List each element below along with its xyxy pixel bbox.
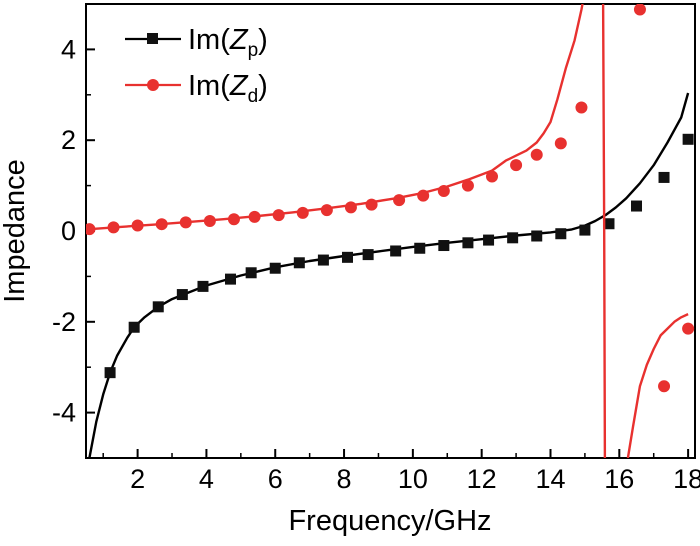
- legend-label-zd: Im(Zd): [188, 70, 268, 107]
- x-tick-label: 18: [673, 464, 700, 494]
- data-point: [104, 367, 116, 379]
- data-point: [575, 101, 588, 114]
- data-point: [203, 215, 216, 228]
- data-point: [682, 133, 694, 145]
- y-tick-label: -4: [52, 398, 76, 428]
- series-line-segment: [601, 4, 607, 458]
- x-axis-title: Frequency/GHz: [288, 505, 491, 537]
- x-axis-ticks: 2 4 6 8 10 12 14 16 18: [102, 449, 700, 494]
- data-point: [554, 137, 567, 150]
- x-tick-label: 14: [535, 464, 565, 494]
- data-point: [179, 216, 192, 229]
- legend-zp-close: ): [258, 24, 268, 56]
- data-point: [507, 232, 519, 244]
- legend-marker-zp: [147, 33, 158, 44]
- data-point: [437, 185, 450, 198]
- series-line-segment: [89, 4, 584, 231]
- y-tick-label: -2: [52, 307, 76, 337]
- legend-zp-prefix: Im(: [188, 24, 230, 56]
- data-point: [579, 224, 591, 236]
- data-point: [296, 206, 309, 219]
- data-point: [155, 218, 168, 231]
- y-axis-title: Impedance: [0, 159, 31, 303]
- series-zd: [86, 4, 695, 458]
- legend-zp-sub: p: [248, 40, 259, 61]
- series-layer: [86, 4, 695, 458]
- x-tick-label: 8: [337, 464, 352, 494]
- data-point: [658, 380, 671, 393]
- data-point: [658, 171, 670, 183]
- series-line-segment: [626, 313, 689, 458]
- data-point: [107, 221, 120, 234]
- data-point: [320, 204, 333, 217]
- legend-marker-zd: [147, 79, 159, 91]
- legend-zp-var: Z: [229, 24, 249, 56]
- y-tick-label: 2: [61, 125, 76, 155]
- data-point: [462, 237, 474, 249]
- x-tick-label: 6: [268, 464, 283, 494]
- data-point: [414, 242, 426, 254]
- data-point: [530, 148, 543, 161]
- data-point: [461, 179, 474, 192]
- data-point: [152, 301, 164, 313]
- data-point: [245, 267, 257, 279]
- data-point: [486, 170, 498, 183]
- y-axis-ticks: -4 -2 0 2 4: [52, 34, 95, 428]
- legend-label-zp: Im(Zp): [188, 24, 268, 61]
- data-point: [225, 273, 237, 285]
- data-point: [682, 322, 695, 335]
- data-point: [438, 240, 450, 252]
- legend-zd-var: Z: [229, 70, 249, 102]
- data-point: [293, 257, 305, 269]
- data-point: [128, 321, 140, 333]
- x-tick-label: 12: [467, 464, 497, 494]
- data-point: [555, 228, 567, 240]
- data-point: [417, 189, 430, 202]
- data-point: [341, 251, 353, 263]
- data-point: [86, 223, 96, 236]
- data-point: [227, 213, 240, 226]
- data-point: [248, 210, 261, 223]
- data-point: [131, 219, 144, 232]
- data-point: [317, 254, 329, 266]
- x-tick-label: 16: [604, 464, 634, 494]
- data-point: [483, 234, 495, 246]
- legend-entry-zp: Im(Zp): [125, 24, 268, 61]
- data-point: [344, 201, 357, 214]
- series-line: [88, 92, 690, 458]
- data-point: [197, 280, 209, 292]
- data-point: [631, 200, 643, 212]
- y-tick-label: 0: [61, 216, 76, 246]
- data-point: [365, 198, 378, 211]
- x-tick-label: 10: [398, 464, 428, 494]
- legend-zd-prefix: Im(: [188, 70, 230, 102]
- data-point: [272, 209, 285, 222]
- series-zp: [88, 92, 694, 458]
- legend-zd-close: ): [258, 70, 268, 102]
- legend-zd-sub: d: [248, 86, 259, 107]
- data-point: [362, 249, 374, 261]
- data-point: [633, 4, 646, 16]
- data-point: [603, 218, 615, 230]
- data-point: [269, 262, 281, 274]
- legend-entry-zd: Im(Zd): [125, 70, 268, 107]
- x-tick-label: 2: [130, 464, 145, 494]
- data-point: [176, 289, 188, 301]
- legend: Im(Zp) Im(Zd): [125, 24, 268, 107]
- data-point: [393, 194, 406, 207]
- x-tick-label: 4: [199, 464, 214, 494]
- data-point: [390, 245, 402, 257]
- data-point: [531, 230, 543, 242]
- y-tick-label: 4: [61, 34, 76, 64]
- data-point: [510, 159, 523, 172]
